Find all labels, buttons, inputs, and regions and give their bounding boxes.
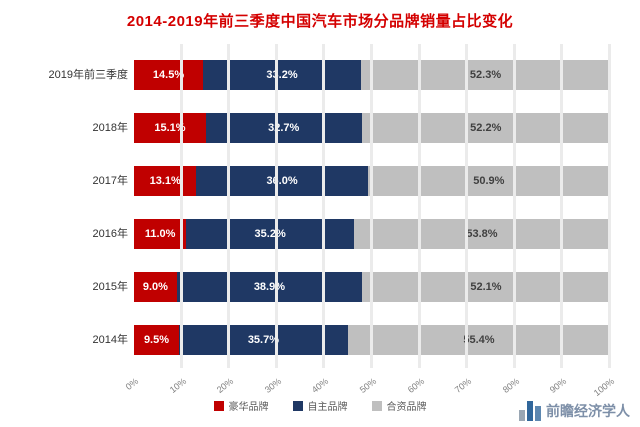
bar-value-label: 55.4% (463, 334, 495, 346)
watermark: 前瞻经济学人 (519, 401, 630, 421)
bar-value-label: 11.0% (144, 228, 176, 240)
bar-segment-gray: 50.9% (367, 166, 610, 196)
y-axis-label: 2015年 (92, 281, 128, 293)
bar-row: 14.5% 33.2% 52.3% (134, 60, 610, 90)
y-axis-label: 2017年 (92, 175, 128, 187)
bar-value-label: 36.0% (266, 175, 298, 187)
legend-label: 自主品牌 (307, 402, 348, 413)
gridline (512, 44, 516, 368)
bar-value-label: 52.1% (470, 281, 502, 293)
bar-value-label: 9.0% (142, 281, 168, 293)
bar-row: 9.5% 35.7% 55.4% (134, 325, 610, 355)
legend-label: 合资品牌 (386, 402, 427, 413)
gridline (608, 44, 611, 368)
bar-segment-red: 11.0% (134, 219, 187, 249)
bar-segment-gray: 52.1% (362, 272, 610, 302)
bar-value-label: 38.9% (253, 281, 286, 293)
bar-segment-red: 9.0% (134, 272, 177, 302)
bar-segment-blue: 32.7% (205, 113, 362, 143)
bar-value-label: 32.7% (268, 122, 300, 134)
y-axis-label: 2014年 (92, 334, 128, 346)
bar-row: 13.1% 36.0% 50.9% (134, 166, 610, 196)
legend-item: 合资品牌 (371, 398, 427, 413)
y-axis-label: 2018年 (92, 122, 128, 134)
bar-value-label: 53.8% (466, 228, 498, 240)
bar-segment-gray: 52.2% (361, 113, 610, 143)
bar-value-label: 50.9% (473, 175, 505, 187)
bar-value-label: 15.1% (154, 122, 186, 134)
gridline (227, 44, 231, 368)
bar-value-label: 14.5% (152, 69, 185, 81)
legend-item: 豪华品牌 (213, 398, 269, 413)
legend-swatch-gray (371, 400, 382, 411)
bar-segment-gray: 53.8% (353, 219, 610, 249)
plot-area: 14.5% 33.2% 52.3% 15.1% 32.7% 52.2% 13.1% 36.0%… (134, 44, 611, 368)
bar-segment-blue: 35.2% (186, 219, 354, 249)
bar-value-label: 35.2% (254, 228, 286, 240)
chart-title: 2014-2019年前三季度中国汽车市场分品牌销量占比变化 (126, 13, 514, 30)
legend: 豪华品牌 自主品牌 合资品牌 (0, 398, 640, 413)
bar-segment-blue: 36.0% (196, 166, 368, 196)
bar-value-label: 9.5% (143, 334, 170, 346)
legend-item: 自主品牌 (292, 398, 348, 413)
bar-segment-blue: 38.9% (176, 272, 362, 302)
bar-row: 15.1% 32.7% 52.2% (134, 113, 610, 143)
gridline (274, 44, 278, 368)
gridline (417, 44, 421, 368)
bar-segment-red: 15.1% (134, 113, 206, 143)
bar-value-label: 52.2% (470, 122, 502, 134)
legend-swatch-red (213, 400, 224, 411)
legend-label: 豪华品牌 (228, 402, 269, 413)
bar-value-label: 52.3% (469, 69, 502, 81)
gridline (465, 44, 469, 368)
bar-value-label: 33.2% (266, 69, 298, 81)
gridline (560, 44, 564, 368)
bar-value-label: 35.7% (247, 334, 280, 346)
bar-row: 11.0% 35.2% 53.8% (134, 219, 610, 249)
bar-chart-logo-icon (519, 401, 541, 421)
bar-segment-blue: 35.7% (178, 325, 348, 355)
legend-swatch-blue (292, 400, 303, 411)
gridline (370, 44, 373, 368)
y-axis-label: 2019年前三季度 (48, 69, 128, 81)
bar-segment-red: 9.5% (134, 325, 179, 355)
watermark-text: 前瞻经济学人 (546, 403, 630, 419)
bar-segment-red: 13.1% (134, 166, 197, 196)
bar-segment-gray: 55.4% (347, 325, 610, 355)
y-axis-label: 2016年 (92, 228, 128, 240)
bar-segment-red: 14.5% (134, 60, 204, 90)
gridline (179, 44, 183, 368)
bar-value-label: 13.1% (149, 175, 181, 187)
gridline (322, 44, 326, 368)
bar-segment-gray: 52.3% (361, 60, 610, 90)
